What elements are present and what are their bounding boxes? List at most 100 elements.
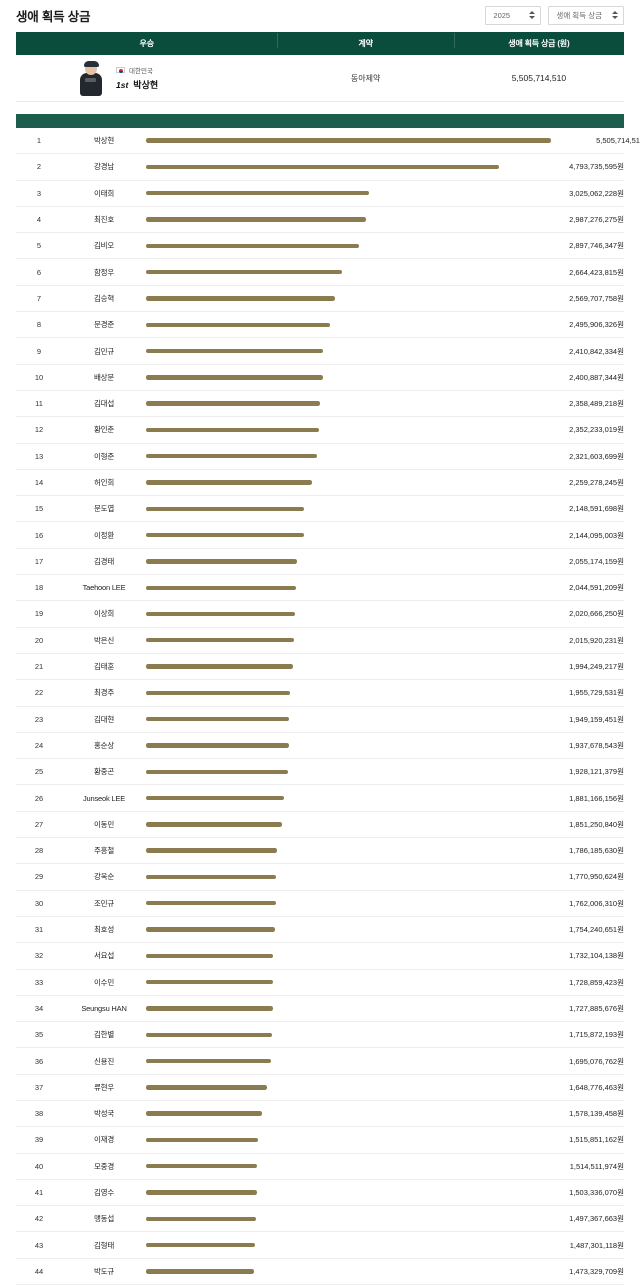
winner-row[interactable]: 대한민국 1st 박상현 동아제약 5,505,714,510 [16,55,624,102]
table-row[interactable]: 33 이수민 1,728,859,423원 [16,970,624,996]
table-row[interactable]: 14 허인회 2,259,278,245원 [16,470,624,497]
table-row[interactable]: 18 Taehoon LEE 2,044,591,209원 [16,575,624,602]
table-row[interactable]: 7 김승혁 2,569,707,758원 [16,286,624,313]
rank-number: 14 [34,478,44,487]
table-row[interactable]: 22 최경주 1,955,729,531원 [16,680,624,707]
rank-number: 27 [34,819,44,829]
rank-number: 42 [34,1214,44,1224]
player-name: 황인춘 [93,425,115,435]
table-row[interactable]: 20 박은신 2,015,920,231원 [16,628,624,654]
prize-value: 1,497,367,663원 [569,1214,624,1224]
prize-value: 1,715,872,193원 [569,1030,624,1040]
table-row[interactable]: 39 이재경 1,515,851,162원 [16,1127,624,1154]
table-row[interactable]: 43 김형태 1,487,301,118원 [16,1232,624,1259]
table-row[interactable]: 11 김대섭 2,358,489,218원 [16,391,624,418]
winner-nation: 대한민국 [116,65,158,75]
rank-number: 8 [36,320,42,330]
table-row[interactable]: 1 박상현 5,505,714,510원 [16,128,640,155]
player-name: Junseok LEE [83,793,125,803]
bar-track [146,874,530,880]
table-row[interactable]: 29 강욱순 1,770,950,624원 [16,864,624,891]
prize-bar [146,979,274,985]
metric-select[interactable]: 생애 획득 상금 [548,5,624,25]
rank-number: 33 [34,977,44,987]
table-row[interactable]: 10 배상문 2,400,887,344원 [16,365,624,391]
metric-select-value: 생애 획득 상금 [556,10,602,20]
prize-bar [146,611,295,617]
player-name: 홍순상 [93,740,115,750]
bar-track [146,664,530,669]
player-name: 김승혁 [93,293,115,303]
prize-value: 1,786,185,630원 [569,846,624,856]
prize-value: 1,881,166,156원 [569,793,624,803]
player-name: 황중곤 [93,767,115,777]
table-row[interactable]: 34 Seungsu HAN 1,727,885,676원 [16,996,624,1023]
prize-bar [146,822,283,827]
table-row[interactable]: 16 이정환 2,144,095,003원 [16,522,624,549]
rank-number: 35 [34,1030,44,1040]
table-row[interactable]: 3 이태희 3,025,062,228원 [16,181,624,207]
table-row[interactable]: 5 김비오 2,897,746,347원 [16,233,624,260]
bar-track [146,375,530,380]
prize-bar [146,664,293,669]
table-row[interactable]: 2 강경남 4,793,735,595원 [16,154,624,181]
prize-bar [146,1164,258,1169]
table-row[interactable]: 19 이상희 2,020,666,250원 [16,601,624,628]
table-row[interactable]: 28 주흥철 1,786,185,630원 [16,838,624,865]
player-name: 신용진 [93,1056,115,1066]
table-row[interactable]: 26 Junseok LEE 1,881,166,156원 [16,785,624,812]
prize-bar [146,506,305,511]
table-row[interactable]: 41 김영수 1,503,336,070원 [16,1180,624,1207]
player-name: 김대섭 [93,399,115,409]
table-row[interactable]: 13 이형준 2,321,603,699원 [16,444,624,470]
rank-number: 30 [34,898,44,908]
bar-track [146,822,530,827]
table-row[interactable]: 12 황인춘 2,352,233,019원 [16,417,624,444]
rank-number: 39 [34,1135,44,1145]
table-row[interactable]: 44 박도규 1,473,329,709원 [16,1259,624,1285]
table-row[interactable]: 38 박성국 1,578,139,458원 [16,1101,624,1128]
bar-track [146,322,530,327]
bar-track [146,953,530,959]
prize-bar [146,296,335,301]
rank-number: 18 [34,583,44,593]
table-row[interactable]: 25 황중곤 1,928,121,379원 [16,759,624,786]
table-row[interactable]: 40 모중경 1,514,511,974원 [16,1154,624,1180]
table-row[interactable]: 17 김경태 2,055,174,159원 [16,549,624,576]
table-row[interactable]: 8 문경준 2,495,906,326원 [16,312,624,339]
player-name: 이형준 [93,451,115,461]
table-row[interactable]: 32 서요섭 1,732,104,138원 [16,943,624,970]
spinner-icon [612,11,618,19]
bar-track [146,191,530,196]
prize-value: 2,410,842,334원 [569,346,624,356]
table-row[interactable]: 37 류현우 1,648,776,463원 [16,1075,624,1101]
bar-track [146,1164,530,1169]
table-row[interactable]: 36 신용진 1,695,076,762원 [16,1048,624,1075]
player-name: 박도규 [93,1266,115,1276]
rank-number: 24 [34,740,44,750]
prize-value: 1,949,159,451원 [569,714,624,724]
table-row[interactable]: 6 함정우 2,664,423,815원 [16,259,624,286]
prize-bar [146,743,289,748]
table-row[interactable]: 15 문도엽 2,148,591,698원 [16,496,624,523]
table-row[interactable]: 27 이동민 1,851,250,840원 [16,812,624,839]
rank-number: 11 [35,399,43,409]
table-row[interactable]: 23 김대현 1,949,159,451원 [16,707,624,733]
table-row[interactable]: 31 최호성 1,754,240,651원 [16,917,624,944]
table-row[interactable]: 24 홍순상 1,937,678,543원 [16,733,624,760]
ranking-chart: 1 박상현 5,505,714,510원 2 강경남 4,793,735,595원 3 이태희… [0,102,640,1285]
table-row[interactable]: 21 김태훈 1,994,249,217원 [16,654,624,681]
bar-track [146,743,530,748]
table-row[interactable]: 9 김민규 2,410,842,334원 [16,338,624,365]
table-row[interactable]: 42 맹동섭 1,497,367,663원 [16,1206,624,1233]
prize-value: 1,648,776,463원 [569,1082,624,1092]
table-row[interactable]: 35 김한별 1,715,872,193원 [16,1022,624,1049]
prize-value: 1,770,950,624원 [569,872,624,882]
year-select[interactable]: 2025 [485,5,542,25]
table-row[interactable]: 4 최진호 2,987,276,275원 [16,207,624,234]
table-row[interactable]: 30 조민규 1,762,006,310원 [16,891,624,917]
bar-track [146,611,530,617]
prize-value: 2,259,278,245원 [569,478,624,487]
winner-meta: 대한민국 1st 박상현 [116,65,158,91]
